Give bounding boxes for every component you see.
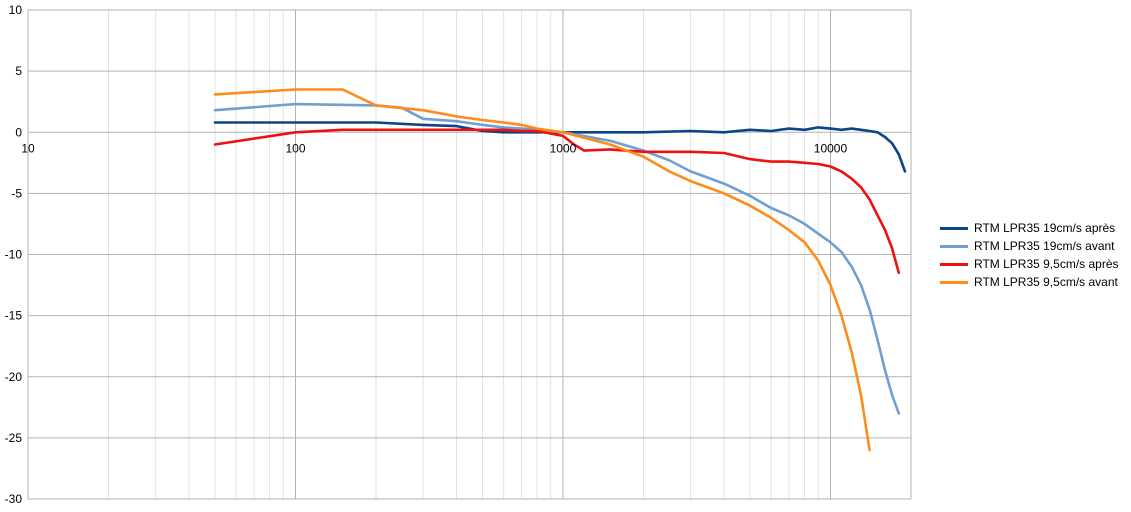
legend-item: RTM LPR35 19cm/s après [940,219,1119,237]
legend-swatch [940,244,968,248]
x-tick-label: 1000 [550,141,577,155]
tick-labels: 10 5 0 -5 -10 -15 -20 -25 -30 10 100 1000 10000 [5,3,848,506]
x-tick-label: 100 [285,141,305,155]
y-tick-label: -30 [5,492,23,506]
y-tick-label: -5 [11,186,22,200]
y-tick-label: 10 [9,3,23,17]
legend-label: RTM LPR35 9,5cm/s après [974,257,1119,271]
x-tick-label: 10 [21,141,35,155]
series-line-3 [213,88,871,452]
legend-label: RTM LPR35 19cm/s après [974,221,1116,235]
series-line-1 [213,102,901,415]
legend-swatch [940,280,968,284]
y-tick-label: -20 [5,370,23,384]
legend-swatch [940,226,968,230]
y-tick-label: 0 [15,125,22,139]
y-tick-label: -10 [5,248,23,262]
legend-label: RTM LPR35 9,5cm/s avant [974,275,1118,289]
legend-item: RTM LPR35 9,5cm/s après [940,255,1119,273]
legend-label: RTM LPR35 19cm/s avant [974,239,1115,253]
legend-item: RTM LPR35 9,5cm/s avant [940,273,1119,291]
y-tick-label: -25 [5,431,23,445]
legend-item: RTM LPR35 19cm/s avant [940,237,1119,255]
y-tick-label: 5 [15,64,22,78]
series-line-2 [213,128,901,275]
y-tick-label: -15 [5,309,23,323]
legend-swatch [940,262,968,266]
x-tick-label: 10000 [814,141,848,155]
major-gridlines [27,9,912,500]
legend: RTM LPR35 19cm/s après RTM LPR35 19cm/s … [940,219,1119,291]
series-layer [213,88,907,452]
